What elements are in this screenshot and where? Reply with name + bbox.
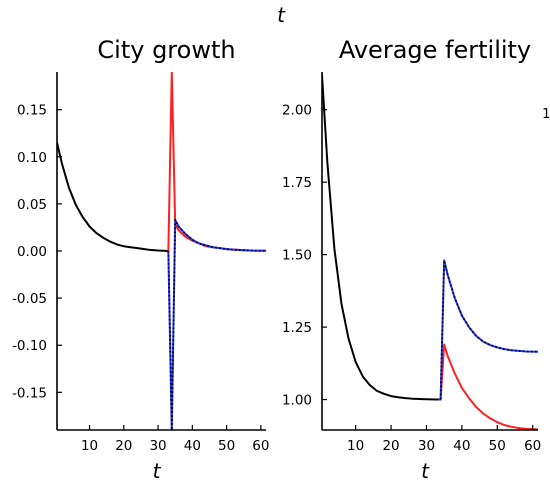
y-tick-label: -0.05	[12, 291, 47, 307]
series-line-1	[57, 142, 169, 252]
y-tick-label: 0.05	[17, 197, 47, 213]
series-line-2	[167, 72, 266, 252]
series-line-4	[167, 219, 266, 430]
top-axis-label: t	[277, 3, 286, 27]
series-group	[57, 72, 266, 430]
series-line-3	[167, 218, 266, 430]
series-line-3	[437, 259, 538, 401]
y-tick-label: 0.10	[17, 150, 47, 166]
x-tick-label: 50	[489, 438, 506, 454]
x-tick-label: 10	[81, 438, 98, 454]
x-tick-label: 20	[115, 438, 132, 454]
y-tick-label: 1.00	[282, 393, 312, 409]
y-tick-label: -0.10	[12, 338, 47, 354]
series-line-1	[322, 74, 438, 401]
panel-1: 0.15 0.10 0.05 0.00 -0.05 -0.10 -0.15 10 20 30 40 5…	[12, 36, 269, 483]
clipped-side-label: 1	[542, 106, 550, 122]
panel-2: 2.00 1.75 1.50 1.25 1.00 10 20 30 40 50 60 Average …	[282, 36, 541, 483]
x-tick-label: 60	[524, 438, 541, 454]
y-tick-label: 1.50	[282, 248, 312, 264]
x-tick-label: 50	[218, 438, 235, 454]
y-tick-label: -0.15	[12, 385, 47, 401]
x-tick-label: 40	[184, 438, 201, 454]
series-line-2	[437, 343, 538, 430]
y-tick-label: 0.00	[17, 244, 47, 260]
x-axis-label: t	[421, 459, 430, 483]
chart-title: Average fertility	[339, 36, 531, 64]
y-tick-label: 0.15	[17, 103, 47, 119]
chart-title: City growth	[97, 36, 235, 64]
y-tick-label: 2.00	[282, 103, 312, 119]
x-tick-label: 30	[149, 438, 166, 454]
series-line-4	[437, 259, 538, 401]
y-tick-label: 1.75	[282, 175, 312, 191]
x-tick-label: 40	[453, 438, 470, 454]
x-tick-label: 30	[418, 438, 435, 454]
series-group	[322, 74, 538, 430]
y-tick-label: 1.25	[282, 320, 312, 336]
x-axis-label: t	[153, 459, 162, 483]
x-tick-label: 20	[382, 438, 399, 454]
x-tick-label: 10	[347, 438, 364, 454]
x-tick-label: 60	[252, 438, 269, 454]
